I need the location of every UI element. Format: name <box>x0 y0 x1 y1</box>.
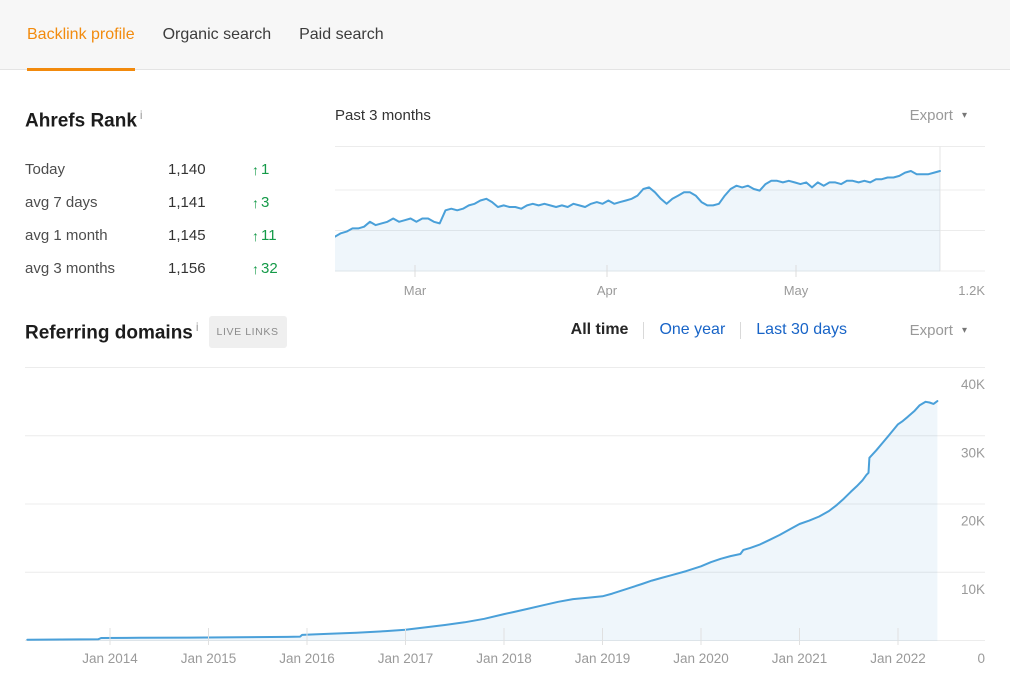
tab-paid-search[interactable]: Paid search <box>299 25 384 43</box>
svg-text:Jan 2020: Jan 2020 <box>673 651 729 666</box>
profile-tabbar: Backlink profile Organic search Paid sea… <box>0 0 1010 71</box>
rank-row-label: Today <box>25 161 66 178</box>
time-range-filters: All time One year Last 30 days <box>571 321 847 339</box>
up-arrow-icon: ↑ <box>252 194 259 211</box>
info-icon[interactable]: i <box>195 320 199 334</box>
table-row: avg 7 days 1,141 ↑ 3 <box>25 186 325 219</box>
caret-down-icon: ▾ <box>961 325 967 336</box>
referring-domains-export-button[interactable]: Export ▾ <box>909 322 967 339</box>
ahrefs-rank-trend-chart[interactable]: Mar Apr May 1.2K <box>335 146 1010 300</box>
referring-domains-title: Referring domains i LIVE LINKS <box>25 315 287 349</box>
svg-text:Jan 2014: Jan 2014 <box>82 651 138 666</box>
svg-text:Mar: Mar <box>404 283 427 298</box>
tab-organic-search[interactable]: Organic search <box>162 25 272 43</box>
caret-down-icon: ▾ <box>961 110 967 121</box>
rank-row-label: avg 1 month <box>25 227 108 244</box>
svg-text:Apr: Apr <box>597 283 618 298</box>
rank-chart-export-button[interactable]: Export ▾ <box>909 107 967 124</box>
table-row: Today 1,140 ↑ 1 <box>25 153 325 186</box>
filter-all-time[interactable]: All time <box>570 321 629 338</box>
table-row: avg 3 months 1,156 ↑ 32 <box>25 252 325 285</box>
ahrefs-rank-table: Today 1,140 ↑ 1 avg 7 days 1,141 ↑ 3 avg 1… <box>25 153 325 285</box>
svg-text:10K: 10K <box>961 582 985 597</box>
rank-chart-range-label: Past 3 months <box>335 107 431 124</box>
up-arrow-icon: ↑ <box>252 260 259 277</box>
svg-text:Jan 2021: Jan 2021 <box>772 651 828 666</box>
table-row: avg 1 month 1,145 ↑ 11 <box>25 219 325 252</box>
svg-text:May: May <box>784 283 809 298</box>
ahrefs-rank-title: Ahrefs Rank i <box>25 108 143 132</box>
svg-text:30K: 30K <box>961 445 985 460</box>
svg-text:Jan 2019: Jan 2019 <box>575 651 631 666</box>
rank-row-delta: ↑ 32 <box>252 260 278 277</box>
svg-text:20K: 20K <box>961 514 985 529</box>
rank-row-value: 1,145 <box>168 227 206 244</box>
rank-row-label: avg 7 days <box>25 194 98 211</box>
rank-row-value: 1,141 <box>168 194 206 211</box>
rank-row-value: 1,156 <box>168 260 206 277</box>
rank-row-delta: ↑ 1 <box>252 161 270 178</box>
svg-text:Jan 2016: Jan 2016 <box>279 651 335 666</box>
filter-last-30-days[interactable]: Last 30 days <box>756 321 847 338</box>
svg-text:Jan 2017: Jan 2017 <box>378 651 434 666</box>
svg-text:40K: 40K <box>961 377 985 392</box>
tab-backlink-profile[interactable]: Backlink profile <box>27 0 135 71</box>
svg-text:Jan 2022: Jan 2022 <box>870 651 926 666</box>
filter-one-year[interactable]: One year <box>659 321 726 338</box>
rank-row-value: 1,140 <box>168 161 206 178</box>
referring-domains-chart[interactable]: Jan 2014 Jan 2015 Jan 2016 Jan 2017 Jan 2018… <box>0 360 1010 691</box>
svg-text:0: 0 <box>977 651 985 666</box>
rank-row-delta: ↑ 11 <box>252 227 277 244</box>
info-icon[interactable]: i <box>139 108 143 122</box>
filter-divider <box>740 321 742 339</box>
filter-divider <box>643 321 645 339</box>
live-links-badge: LIVE LINKS <box>208 316 287 349</box>
rank-row-label: avg 3 months <box>25 260 116 277</box>
svg-text:1.2K: 1.2K <box>958 283 985 298</box>
up-arrow-icon: ↑ <box>252 227 259 244</box>
rank-row-delta: ↑ 3 <box>252 194 270 211</box>
svg-text:Jan 2015: Jan 2015 <box>181 651 237 666</box>
up-arrow-icon: ↑ <box>252 161 259 178</box>
svg-text:Jan 2018: Jan 2018 <box>476 651 532 666</box>
